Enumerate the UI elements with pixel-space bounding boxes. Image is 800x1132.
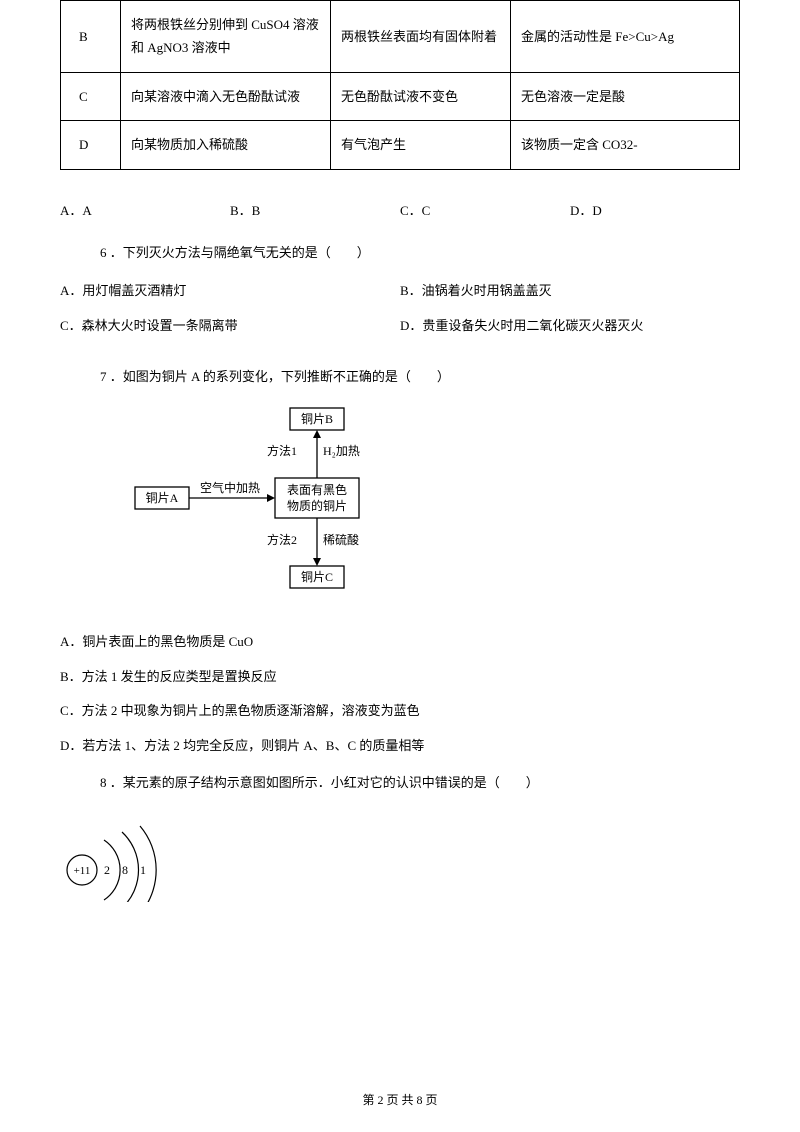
q6-optA: A．用灯帽盖灭酒精灯: [60, 281, 400, 302]
atom-nucleus: +11: [74, 865, 91, 877]
d-acid: 稀硫酸: [323, 532, 359, 547]
cell-c3: 无色酚酞试液不变色: [331, 72, 511, 120]
q6-optB: B．油锅着火时用锅盖盖灭: [400, 281, 740, 302]
d-c1: 表面有黑色: [287, 483, 347, 497]
q7-optD: D．若方法 1、方法 2 均完全反应，则铜片 A、B、C 的质量相等: [60, 736, 740, 757]
cell-label: B: [61, 1, 121, 73]
table-row: D 向某物质加入稀硫酸 有气泡产生 该物质一定含 CO32-: [61, 121, 740, 169]
q7-diagram: 铜片B 方法1 H₂加热 表面有黑色 物质的铜片 铜片A 空气中加热 方法2 稀…: [130, 406, 740, 610]
cell-label: C: [61, 72, 121, 120]
cell-c2: 向某溶液中滴入无色酚酞试液: [121, 72, 331, 120]
d-c2: 物质的铜片: [287, 498, 347, 513]
cell-c4: 无色溶液一定是酸: [511, 72, 740, 120]
table-row: B 将两根铁丝分别伸到 CuSO4 溶液和 AgNO3 溶液中 两根铁丝表面均有…: [61, 1, 740, 73]
atom-s1: 2: [104, 863, 110, 877]
q7-optC: C．方法 2 中现象为铜片上的黑色物质逐渐溶解，溶液变为蓝色: [60, 701, 740, 722]
d-air: 空气中加热: [200, 480, 260, 495]
answer-a: A．A: [60, 200, 230, 219]
cell-c2: 将两根铁丝分别伸到 CuSO4 溶液和 AgNO3 溶液中: [121, 1, 331, 73]
cell-c4: 该物质一定含 CO32-: [511, 121, 740, 169]
d-m2: 方法2: [267, 532, 297, 547]
d-bottom: 铜片C: [301, 569, 333, 584]
data-table: B 将两根铁丝分别伸到 CuSO4 溶液和 AgNO3 溶液中 两根铁丝表面均有…: [60, 0, 740, 170]
atom-s3: 1: [140, 863, 146, 877]
d-h2: H₂加热: [323, 444, 360, 458]
d-top: 铜片B: [301, 411, 333, 426]
answer-b: B．B: [230, 200, 400, 219]
d-left: 铜片A: [146, 490, 179, 505]
answer-d: D．D: [570, 200, 740, 219]
atom-s2: 8: [122, 863, 128, 877]
q6-stem: 6 ．下列灭火方法与隔绝氧气无关的是（ ）: [100, 243, 740, 264]
cell-c3: 有气泡产生: [331, 121, 511, 169]
page-footer: 第 2 页 共 8 页: [0, 1091, 800, 1108]
table-row: C 向某溶液中滴入无色酚酞试液 无色酚酞试液不变色 无色溶液一定是酸: [61, 72, 740, 120]
q7-optB: B．方法 1 发生的反应类型是置换反应: [60, 667, 740, 688]
cell-c2: 向某物质加入稀硫酸: [121, 121, 331, 169]
q8-atom-diagram: +11 2 8 1: [60, 812, 180, 902]
d-m1: 方法1: [267, 443, 297, 458]
q6-optD: D．贵重设备失火时用二氧化碳灭火器灭火: [400, 316, 740, 337]
q8-stem: 8 ．某元素的原子结构示意图如图所示．小红对它的认识中错误的是（ ）: [100, 773, 740, 794]
q6-optC: C．森林大火时设置一条隔离带: [60, 316, 400, 337]
q7-optA: A．铜片表面上的黑色物质是 CuO: [60, 632, 740, 653]
answer-options: A．A B．B C．C D．D: [60, 200, 740, 219]
cell-c4: 金属的活动性是 Fe>Cu>Ag: [511, 1, 740, 73]
cell-label: D: [61, 121, 121, 169]
q6-options: A．用灯帽盖灭酒精灯 B．油锅着火时用锅盖盖灭 C．森林大火时设置一条隔离带 D…: [60, 281, 740, 351]
cell-c3: 两根铁丝表面均有固体附着: [331, 1, 511, 73]
q7-stem: 7 ．如图为铜片 A 的系列变化，下列推断不正确的是（ ）: [100, 367, 740, 388]
answer-c: C．C: [400, 200, 570, 219]
